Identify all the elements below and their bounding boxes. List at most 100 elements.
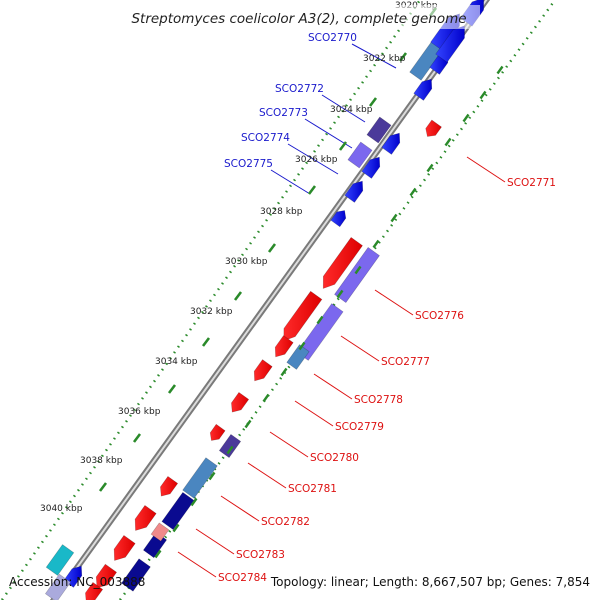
gene-block[interactable] xyxy=(334,246,380,304)
gene-arrow[interactable] xyxy=(209,423,226,441)
gene-label-reverse[interactable]: SCO2780 xyxy=(310,452,359,464)
ruler-label: 3028 kbp xyxy=(260,207,303,217)
gene-label-forward[interactable]: SCO2773 xyxy=(259,107,308,119)
ruler-minor-tick xyxy=(372,239,380,249)
gene-label-reverse[interactable]: SCO2776 xyxy=(415,310,464,322)
gene-label-reverse[interactable]: SCO2781 xyxy=(288,483,337,495)
genome-summary-text: Topology: linear; Length: 8,667,507 bp; … xyxy=(270,575,590,589)
ruler-minor-tick xyxy=(208,471,216,481)
gene-label-reverse[interactable]: SCO2784 xyxy=(218,572,267,584)
ruler-tick xyxy=(307,185,317,195)
gene-arrow[interactable] xyxy=(253,359,273,382)
ruler-minor-tick xyxy=(244,419,252,429)
accession-text: Accession: NC_003888 xyxy=(9,575,146,589)
gene-arrow[interactable] xyxy=(322,236,363,289)
ruler-tick xyxy=(132,433,142,443)
ruler-minor-tick xyxy=(354,265,362,275)
gene-block[interactable] xyxy=(45,544,75,576)
gene-label-forward[interactable]: SCO2774 xyxy=(241,132,290,144)
ruler-tick xyxy=(338,141,348,151)
map-title: Streptomyces coelicolor A3(2), complete … xyxy=(131,11,466,27)
label-leader-line xyxy=(351,43,397,69)
label-leader-line xyxy=(294,400,334,427)
ruler-tick xyxy=(201,337,211,347)
gene-arrow[interactable] xyxy=(330,210,347,228)
gene-block[interactable] xyxy=(182,457,218,499)
gene-arrow[interactable] xyxy=(283,290,323,342)
ruler-tick xyxy=(167,384,177,394)
ruler-minor-tick xyxy=(280,367,288,377)
gene-arrow[interactable] xyxy=(231,391,250,413)
label-leader-line xyxy=(177,551,217,578)
gene-arrow[interactable] xyxy=(413,78,433,101)
gene-block[interactable] xyxy=(218,433,242,459)
ruler-minor-tick xyxy=(262,393,270,403)
ruler-minor-tick xyxy=(444,137,452,147)
ruler-label: 3034 kbp xyxy=(155,357,198,367)
ruler-label: 3038 kbp xyxy=(80,456,123,466)
gene-arrow[interactable] xyxy=(95,563,118,589)
gene-label-forward[interactable]: SCO2775 xyxy=(224,158,273,170)
gene-arrow[interactable] xyxy=(113,534,136,561)
ruler-tick xyxy=(98,482,108,492)
gene-track xyxy=(44,0,484,600)
gene-block[interactable] xyxy=(286,344,310,370)
ruler-minor-tick xyxy=(496,65,504,75)
label-leader-line xyxy=(340,335,380,362)
gene-block[interactable] xyxy=(150,522,170,542)
ruler-tick xyxy=(368,97,378,107)
label-leader-line xyxy=(269,431,309,458)
gene-label-reverse[interactable]: SCO2778 xyxy=(354,394,403,406)
ruler-minor-tick xyxy=(336,289,344,299)
ruler-minor-tick xyxy=(226,445,234,455)
gene-label-reverse[interactable]: SCO2783 xyxy=(236,549,285,561)
ruler-tick xyxy=(267,243,277,253)
label-leader-line xyxy=(374,289,414,316)
label-leader-line xyxy=(466,156,506,183)
ruler-label: 3030 kbp xyxy=(225,257,268,267)
gene-label-forward[interactable]: SCO2770 xyxy=(308,32,357,44)
ruler-minor-tick xyxy=(390,213,398,223)
gene-arrow[interactable] xyxy=(134,504,157,531)
ruler-minor-tick xyxy=(316,315,324,325)
ruler-label: 3032 kbp xyxy=(190,307,233,317)
ruler-minor-tick xyxy=(172,523,180,533)
gene-arrow[interactable] xyxy=(425,119,442,137)
ruler-minor-tick xyxy=(479,90,487,100)
gene-label-forward[interactable]: SCO2772 xyxy=(275,83,324,95)
label-leader-line xyxy=(313,373,353,400)
gene-label-reverse[interactable]: SCO2782 xyxy=(261,516,310,528)
gene-arrow[interactable] xyxy=(274,335,294,358)
gene-arrow[interactable] xyxy=(344,180,364,203)
upper-dotted-line xyxy=(0,0,422,600)
label-leaders xyxy=(177,43,506,578)
gene-block[interactable] xyxy=(347,141,373,169)
label-leader-line xyxy=(270,169,311,195)
ruler-tick xyxy=(233,291,243,301)
gene-block[interactable] xyxy=(121,558,151,592)
gene-arrow[interactable] xyxy=(361,156,381,179)
gene-label-reverse[interactable]: SCO2779 xyxy=(335,421,384,433)
gene-block[interactable] xyxy=(161,491,195,531)
ruler-minor-tick xyxy=(190,497,198,507)
ruler-minor-tick xyxy=(154,549,162,559)
gene-arrow[interactable] xyxy=(435,25,465,63)
ruler-label: 3036 kbp xyxy=(118,407,161,417)
ruler-label: 3040 kbp xyxy=(40,504,83,514)
gene-label-reverse[interactable]: SCO2777 xyxy=(381,356,430,368)
gene-label-reverse[interactable]: SCO2771 xyxy=(507,177,556,189)
gene-arrow[interactable] xyxy=(381,132,401,155)
footer: Accession: NC_003888 Topology: linear; L… xyxy=(0,572,600,594)
ruler-label: 3024 kbp xyxy=(330,105,373,115)
ruler-minor-tick xyxy=(409,187,417,197)
gene-block[interactable] xyxy=(366,116,392,144)
label-leader-line xyxy=(321,94,366,123)
gene-arrow[interactable] xyxy=(160,475,179,497)
ruler-tick xyxy=(398,52,408,62)
label-leader-line xyxy=(195,528,235,555)
gene-block[interactable] xyxy=(44,573,72,600)
label-leader-line xyxy=(247,462,287,489)
gene-arrow[interactable] xyxy=(85,581,104,600)
